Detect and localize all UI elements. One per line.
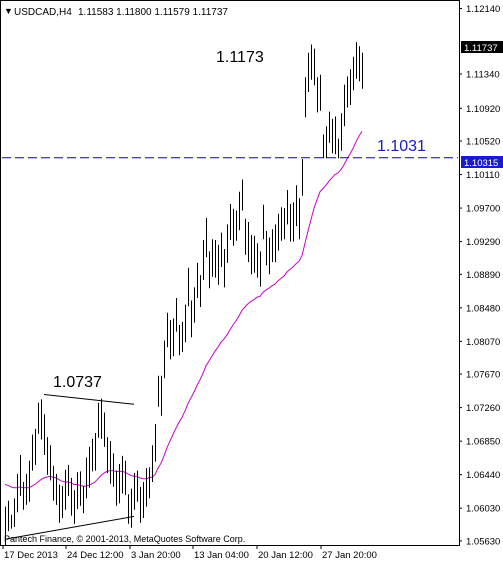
y-tick-label: 1.06030 [466,504,500,515]
y-tick-label: 1.10520 [466,137,500,148]
moving-average-layer [4,130,363,489]
copyright-text: Pantech Finance, © 2001-2013, MetaQuotes… [4,534,245,544]
x-tick-label: 27 Jan 20:00 [322,550,377,561]
y-tick-label: 1.07260 [466,403,500,414]
y-tick-label: 1.09290 [466,237,500,248]
upper-trendline [43,394,135,405]
plot-frame [0,0,460,546]
annotation-support: 1.1031 [377,138,426,155]
y-tick-label: 1.10920 [466,104,500,115]
annotation-high: 1.1173 [216,49,264,66]
y-axis: 1.12140 1.11340 1.10920 1.10520 1.10110 1.097… [459,4,500,547]
price-bars-layer [5,42,363,545]
last-price-tag: 1.11737 [461,41,503,54]
y-tick-label: 1.10110 [466,170,500,181]
annotation-low: 1.0737 [53,374,102,391]
y-tick-label: 1.08890 [466,270,500,281]
y-tick-label: 1.06440 [466,470,500,481]
y-tick-label: 1.08480 [466,303,500,314]
y-tick-label: 1.06850 [466,437,500,448]
lower-trendline [4,515,135,540]
y-tick-label: 1.05630 [466,536,500,547]
chart-ohlc: 1.11583 1.11800 1.11579 1.11737 [78,7,228,18]
chart-symbol: USDCAD,H4 [14,7,72,18]
drawing-objects-layer [2,157,458,540]
x-tick-label: 3 Jan 20:00 [131,550,181,561]
y-tick-label: 1.08070 [466,337,500,348]
moving-average-line [4,130,363,489]
y-tick-label: 1.12140 [466,4,500,15]
y-tick-label: 1.11340 [466,70,500,81]
y-tick-label: 1.09700 [466,204,500,215]
chart-collapse-icon[interactable]: ▼ [4,6,13,16]
x-tick-label: 20 Jan 12:00 [258,550,313,561]
y-tick-label: 1.07670 [466,370,500,381]
last-price-tag-text: 1.11737 [464,43,498,54]
x-tick-label: 13 Jan 04:00 [194,550,249,561]
level-price-tag-text: 1.10315 [464,158,498,169]
x-axis: 17 Dec 2013 24 Dec 12:00 3 Jan 20:00 13 Jan… [2,545,377,561]
level-price-tag: 1.10315 [461,156,503,169]
x-tick-label: 24 Dec 12:00 [67,550,124,561]
x-tick-label: 17 Dec 2013 [4,550,58,561]
